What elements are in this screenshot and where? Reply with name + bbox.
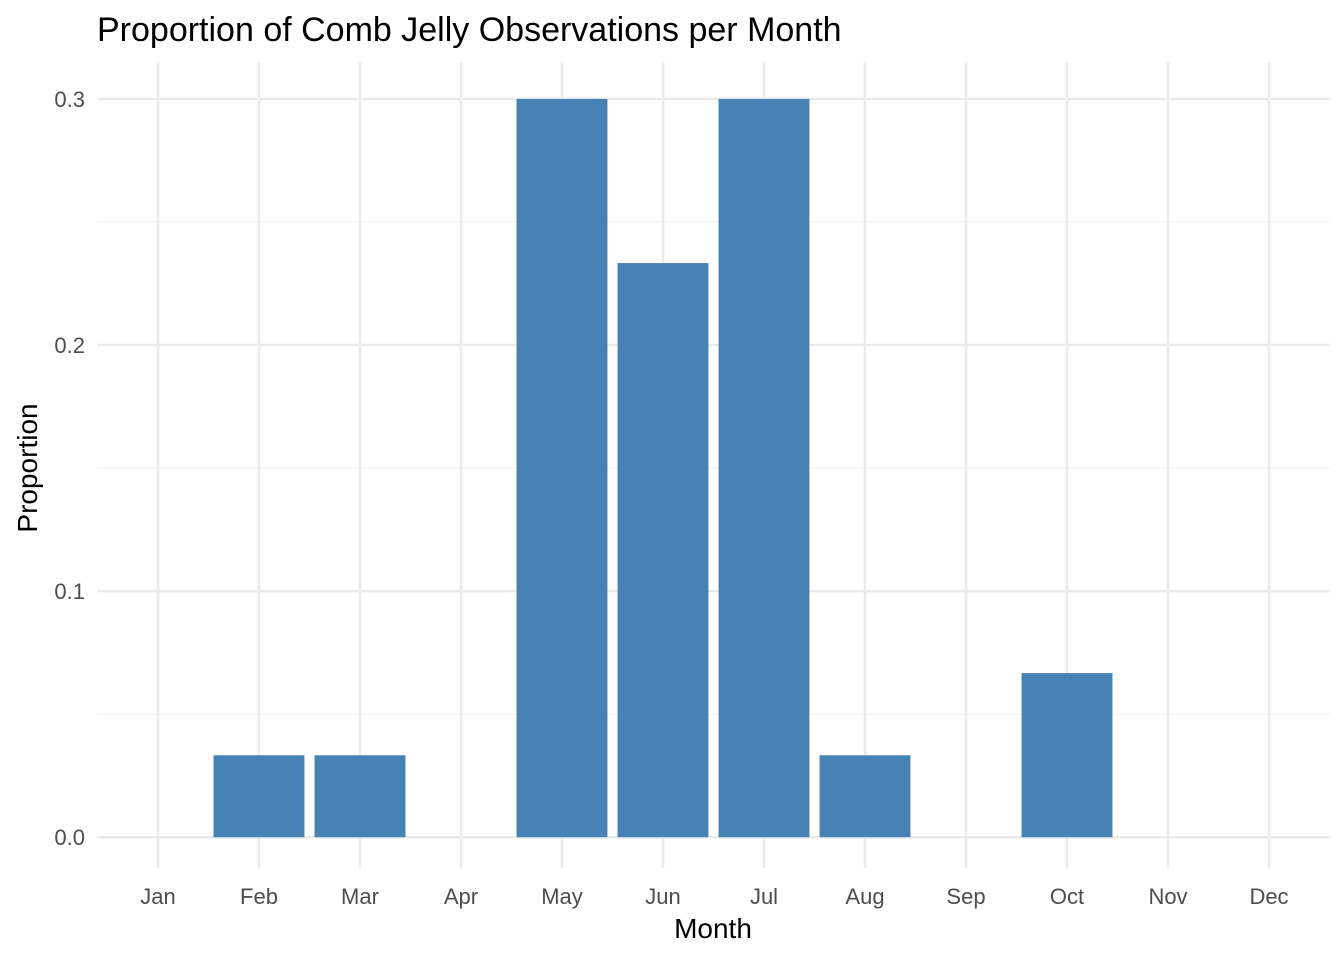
x-tick-label: Jan [140, 884, 175, 909]
x-tick-label: Oct [1050, 884, 1084, 909]
y-tick-label: 0.2 [54, 333, 85, 358]
x-tick-label: Nov [1148, 884, 1187, 909]
bar-feb [213, 755, 305, 838]
y-tick-label: 0.1 [54, 579, 85, 604]
x-tick-label: Aug [845, 884, 884, 909]
x-tick-label: Sep [946, 884, 985, 909]
bar-aug [819, 755, 911, 838]
x-tick-label: Apr [444, 884, 478, 909]
bar-oct [1021, 673, 1113, 838]
y-axis-title: Proportion [12, 403, 43, 532]
bar-jul [718, 98, 810, 838]
bar-may [516, 98, 608, 838]
bar-jun [617, 263, 709, 838]
x-tick-label: May [541, 884, 583, 909]
x-tick-label: Dec [1249, 884, 1288, 909]
x-tick-label: Feb [240, 884, 278, 909]
x-axis-title: Month [674, 913, 752, 944]
bar-series [213, 98, 1113, 838]
x-tick-label: Jul [750, 884, 778, 909]
y-tick-label: 0.3 [54, 87, 85, 112]
chart-title: Proportion of Comb Jelly Observations pe… [97, 11, 842, 49]
bar-mar [314, 755, 406, 838]
minor-gridlines [97, 221, 1330, 715]
y-axis-tick-labels: 0.0 0.1 0.2 0.3 [54, 87, 85, 850]
x-tick-label: Mar [341, 884, 379, 909]
y-tick-label: 0.0 [54, 825, 85, 850]
x-tick-label: Jun [645, 884, 680, 909]
x-axis-tick-labels: Jan Feb Mar Apr May Jun Jul Aug Sep Oct Nov Dec [140, 884, 1288, 909]
